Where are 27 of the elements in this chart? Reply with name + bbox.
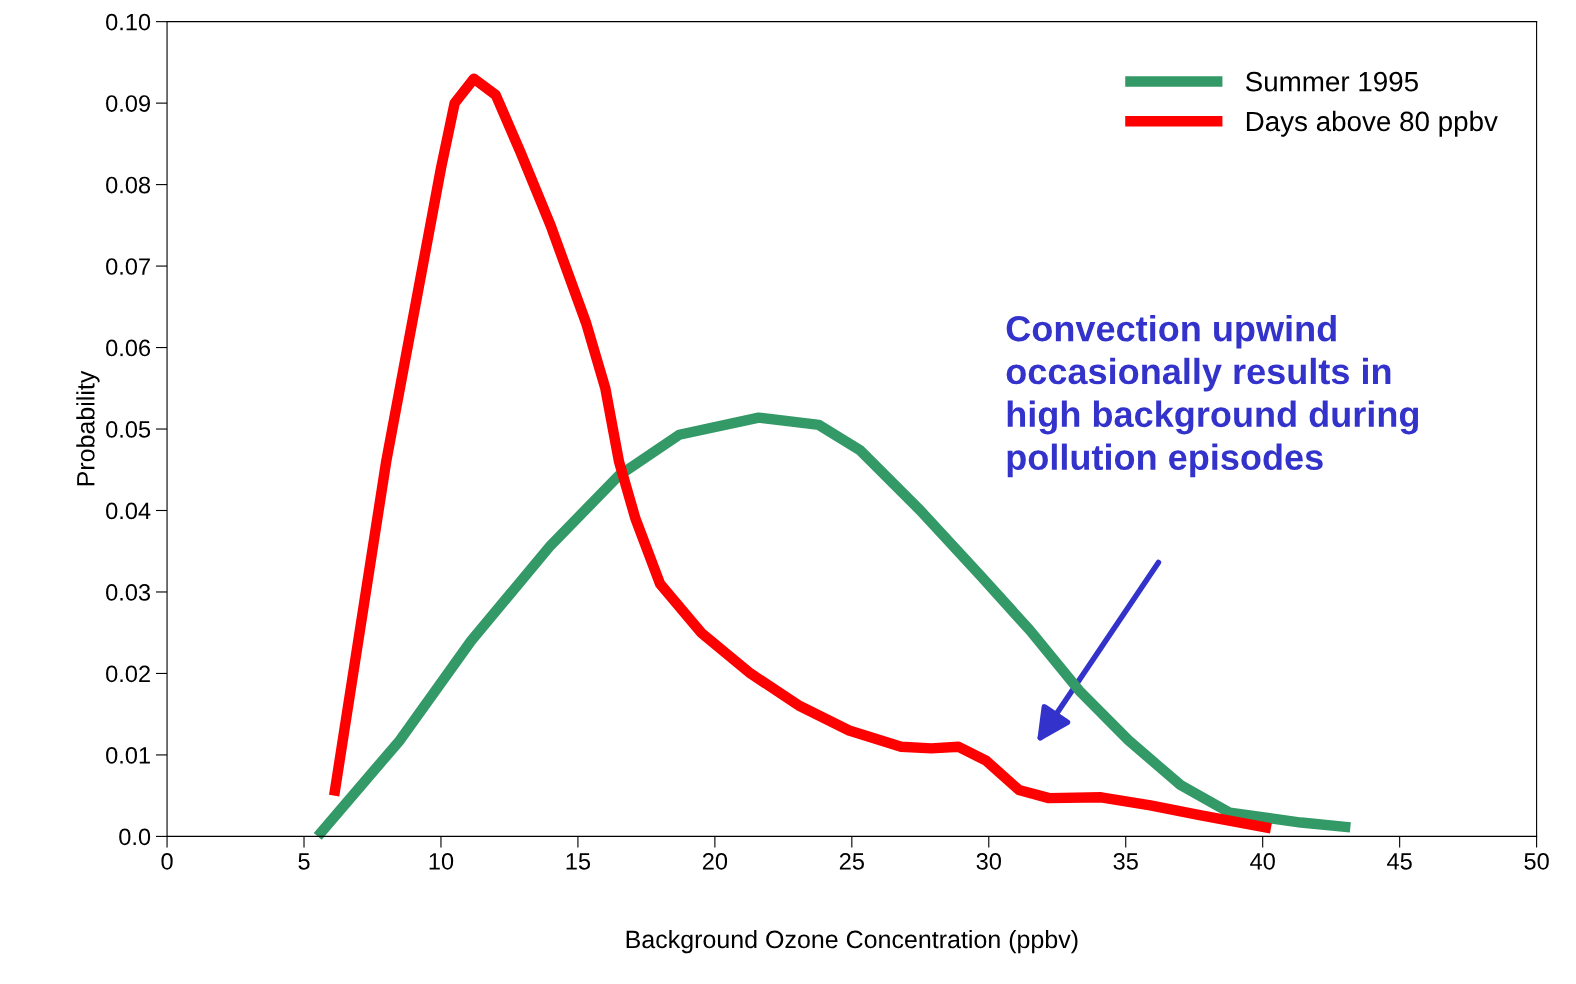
y-tick-label: 0.04 [106,502,151,520]
legend-label: Days above 80 ppbv [1246,110,1498,137]
annotation: Convection upwind occasionally results in high background during pollution episodes [1006,314,1419,478]
x-tick-label: 25 [839,853,864,870]
y-tick-label: 0.03 [106,584,151,601]
y-tick-label: 0.05 [106,421,151,438]
x-tick-label: 40 [1250,853,1275,870]
x-tick-label: 30 [976,853,1001,870]
legend-label: Summer 1995 [1245,71,1418,92]
y-axis-title: Probability [76,370,100,486]
y-tick-label: 0.10 [106,13,151,31]
y-tick-label: 0.09 [106,95,150,112]
x-tick-label: 45 [1387,853,1412,870]
x-tick-label: 50 [1524,853,1549,870]
x-axis-title: Background Ozone Concentration (ppbv) [626,929,1078,954]
y-tick-label: 0.08 [106,176,151,194]
y-tick-label: 0.0 [119,828,151,846]
x-tick-label: 10 [429,853,454,870]
x-tick-label: 15 [566,853,591,870]
y-tick-label: 0.07 [106,258,150,275]
x-tick-label: 20 [702,853,728,870]
x-tick-label: 5 [298,853,310,870]
x-tick-label: 0 [161,853,173,870]
x-tick-label: 35 [1113,853,1138,870]
y-tick-label: 0.02 [106,665,150,683]
y-tick-label: 0.01 [106,746,150,764]
y-tick-label: 0.06 [106,339,151,357]
